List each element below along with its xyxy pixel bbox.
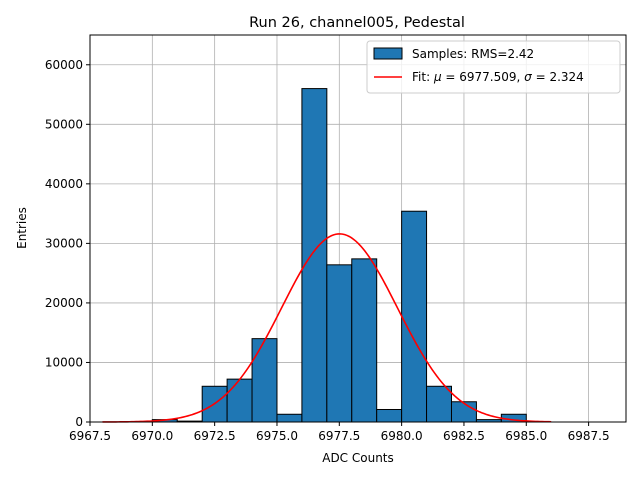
x-tick-label: 6980.0: [381, 429, 423, 443]
legend: Samples: RMS=2.42 Fit: μ = 6977.509, σ =…: [366, 40, 621, 94]
legend-mu-symbol: μ: [433, 70, 442, 84]
chart-title: Run 26, channel005, Pedestal: [249, 15, 465, 31]
histogram-bar: [326, 264, 353, 423]
y-axis-label: Entries: [15, 207, 29, 249]
x-tick-label: 6977.5: [318, 429, 360, 443]
plot-frame: [89, 34, 627, 423]
x-tick-label: 6970.0: [131, 429, 173, 443]
legend-sigma-value: = 2.324: [532, 70, 584, 84]
x-axis-ticks: 6967.5 6970.0 6972.5 6975.0 6977.5 6980.0 6982…: [69, 422, 610, 443]
y-tick-label: 50000: [45, 117, 83, 131]
histogram-bars: [151, 88, 527, 423]
x-tick-label: 6967.5: [69, 429, 111, 443]
histogram-bar: [276, 413, 303, 423]
y-tick-label: 10000: [45, 355, 83, 369]
x-tick-label: 6975.0: [256, 429, 298, 443]
x-tick-label: 6987.5: [568, 429, 610, 443]
legend-sigma-symbol: σ: [524, 70, 532, 84]
x-tick-label: 6985.0: [505, 429, 547, 443]
histogram-bar: [376, 408, 403, 423]
fit-curve: [102, 233, 552, 423]
y-tick-label: 0: [75, 415, 83, 429]
histogram-bar: [450, 401, 477, 423]
histogram-bar: [251, 338, 278, 423]
x-tick-label: 6982.5: [443, 429, 485, 443]
legend-fit-label: Fit: μ = 6977.509, σ = 2.324: [412, 70, 584, 84]
histogram-bar: [401, 210, 428, 423]
x-tick-label: 6972.5: [194, 429, 236, 443]
legend-box: [366, 40, 621, 94]
y-tick-label: 40000: [45, 177, 83, 191]
y-tick-label: 60000: [45, 58, 83, 72]
histogram-bar: [426, 385, 452, 423]
histogram-bar: [351, 258, 378, 423]
y-tick-label: 20000: [45, 296, 83, 310]
y-axis-ticks: 0 10000 20000 30000 40000 50000 60000: [45, 58, 90, 429]
legend-histogram-label: Samples: RMS=2.42: [412, 47, 534, 61]
x-axis-label: ADC Counts: [322, 451, 394, 465]
legend-mu-value: = 6977.509,: [442, 70, 525, 84]
legend-fit-prefix: Fit:: [412, 70, 434, 84]
y-tick-label: 30000: [45, 236, 83, 250]
histogram-bar: [301, 88, 328, 423]
histogram-bar: [226, 378, 253, 423]
legend-histogram-swatch: [373, 47, 403, 60]
